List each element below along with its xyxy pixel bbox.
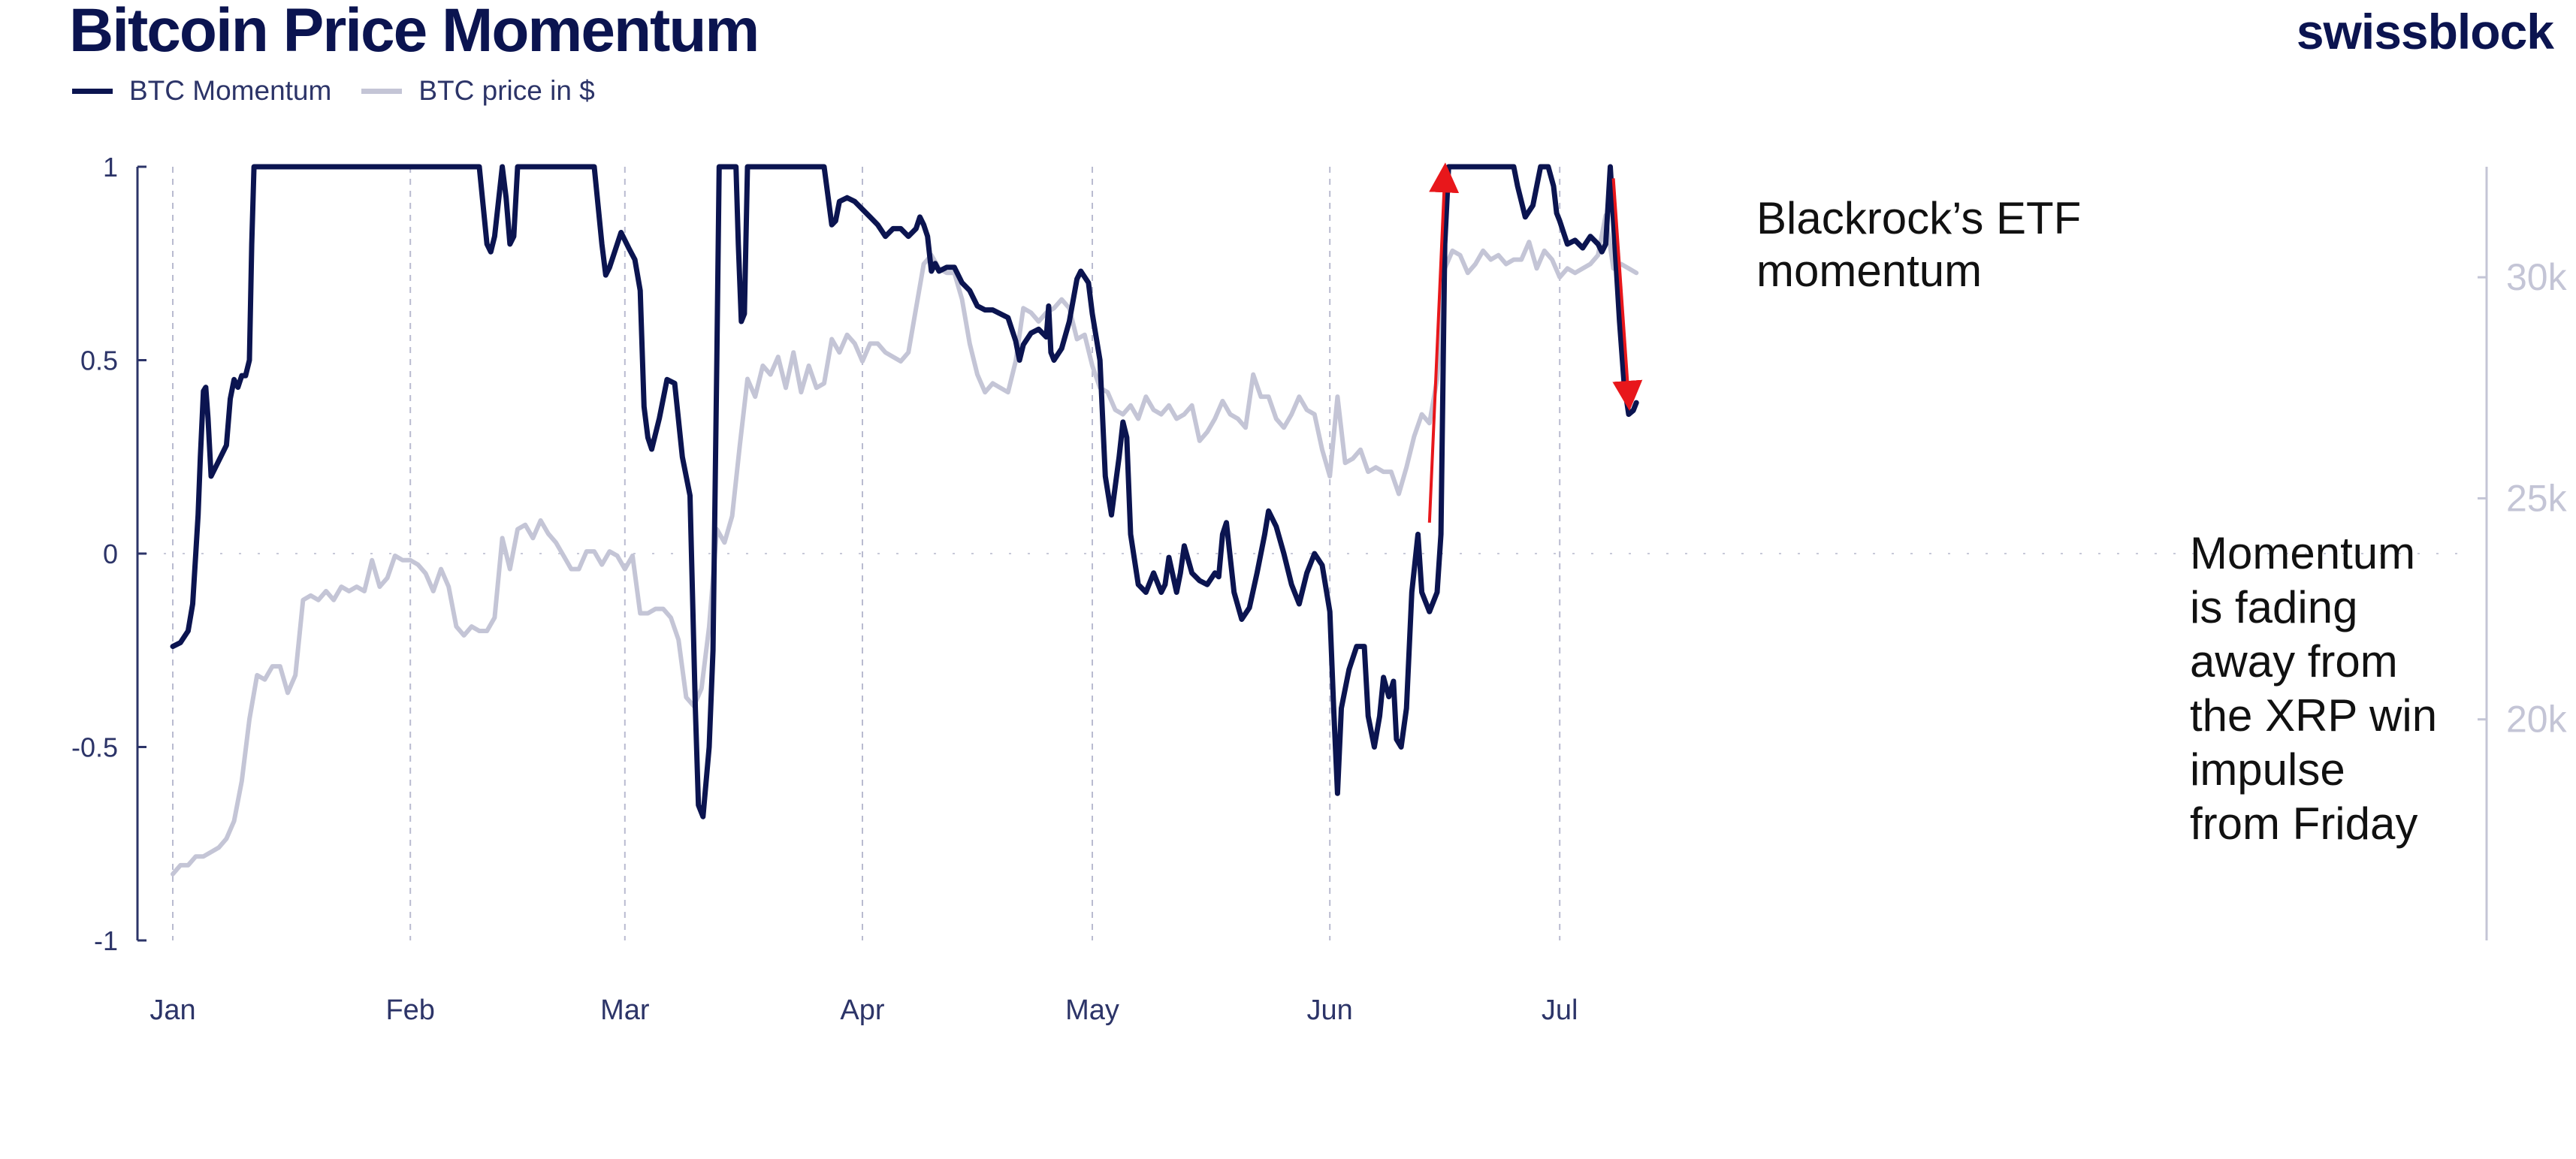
y-left-tick-label: -0.5: [71, 732, 118, 763]
x-tick-label: Feb: [385, 995, 434, 1026]
y-right-tick-label: 25k: [2506, 477, 2568, 519]
legend-label-momentum: BTC Momentum: [129, 75, 332, 106]
brand-logo: swissblock: [2296, 4, 2554, 59]
annotation-arrow: [1427, 162, 1460, 523]
annotation-text: momentum: [1756, 246, 1982, 296]
y-left-tick-label: -1: [94, 925, 118, 956]
annotation-text: Blackrock’s ETF: [1756, 193, 2081, 243]
x-tick-label: Jun: [1307, 995, 1353, 1026]
series-line-momentum: [170, 164, 1639, 819]
annotation-text: impulse: [2190, 744, 2345, 795]
annotation-text: Momentum: [2190, 528, 2415, 578]
x-tick-label: Jul: [1542, 995, 1578, 1026]
y-left-tick-label: 1: [103, 152, 118, 183]
annotation-text: is fading: [2190, 582, 2357, 632]
x-tick-label: Apr: [840, 995, 884, 1026]
y-right-tick-label: 30k: [2506, 256, 2568, 298]
legend-swatch-momentum: [72, 88, 113, 94]
x-tick-label: May: [1065, 995, 1119, 1026]
legend-item-momentum: BTC Momentum: [72, 75, 331, 107]
legend-swatch-price: [361, 88, 403, 94]
y-right-tick-label: 20k: [2506, 699, 2568, 741]
x-tick-label: Mar: [600, 995, 650, 1026]
annotation-text: from Friday: [2190, 798, 2417, 849]
legend-label-price: BTC price in $: [418, 75, 595, 106]
y-left-tick-label: 0: [103, 539, 118, 569]
annotation-arrow: [1611, 178, 1643, 411]
series-line-price: [171, 213, 1639, 877]
x-tick-label: Jan: [149, 995, 195, 1026]
annotation-text: away from: [2190, 636, 2398, 687]
legend-item-price: BTC price in $: [361, 75, 595, 107]
chart-title: Bitcoin Price Momentum: [69, 0, 760, 65]
chart-legend: BTC Momentum BTC price in $: [72, 75, 605, 107]
y-left-tick-label: 0.5: [80, 346, 118, 376]
annotation-text: the XRP win: [2190, 690, 2437, 741]
